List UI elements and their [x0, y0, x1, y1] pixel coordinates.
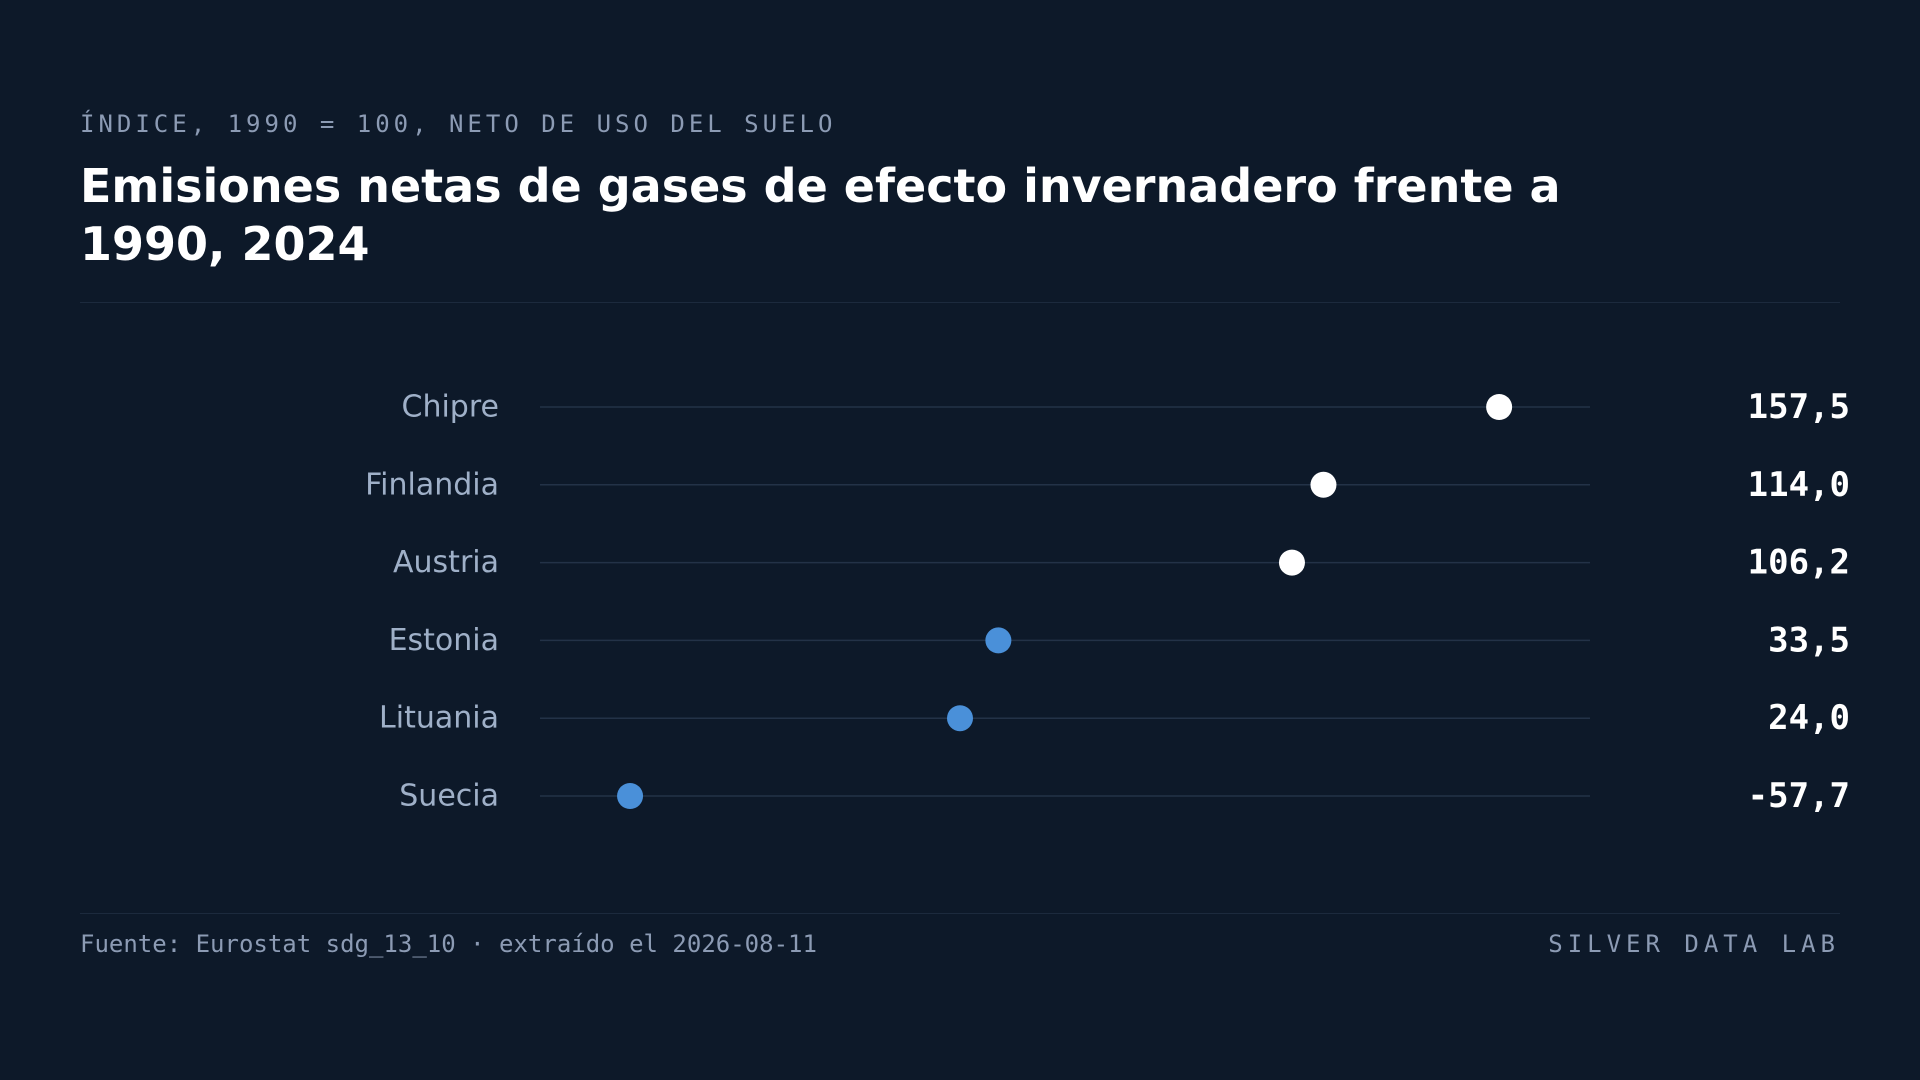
- data-point: [617, 783, 644, 809]
- footer-divider: [80, 913, 1840, 914]
- row-label: Lituania: [379, 701, 499, 736]
- row-value: 106,2: [1748, 543, 1850, 583]
- row-label: Estonia: [389, 623, 499, 658]
- chart-row: Suecia -57,7: [399, 776, 1850, 816]
- chart-title: Emisiones netas de gases de efecto inver…: [80, 159, 1561, 271]
- row-label: Finlandia: [365, 467, 499, 502]
- chart-row: Lituania 24,0: [379, 698, 1850, 738]
- brand-label: SILVER DATA LAB: [1548, 930, 1840, 958]
- row-value: 24,0: [1768, 698, 1850, 738]
- chart-row: Finlandia 114,0: [365, 465, 1850, 505]
- data-point: [947, 705, 973, 732]
- row-label: Austria: [393, 545, 499, 580]
- data-point: [1486, 394, 1513, 420]
- row-value: 114,0: [1748, 465, 1850, 505]
- row-value: -57,7: [1748, 776, 1850, 816]
- row-value: 33,5: [1768, 620, 1850, 660]
- source-note: Fuente: Eurostat sdg_13_10 · extraído el…: [80, 930, 817, 958]
- data-point: [1310, 471, 1337, 498]
- chart-row: Austria 106,2: [393, 543, 1850, 583]
- chart-kicker: ÍNDICE, 1990 = 100, NETO DE USO DEL SUEL…: [80, 110, 837, 138]
- row-value: 157,5: [1748, 387, 1850, 427]
- data-point: [985, 627, 1012, 654]
- row-label: Chipre: [402, 390, 499, 425]
- data-point: [1278, 549, 1305, 576]
- chart-row: Estonia 33,5: [389, 620, 1850, 660]
- chart-row: Chipre 157,5: [402, 387, 1850, 427]
- row-label: Suecia: [399, 779, 499, 814]
- header-divider: [80, 302, 1840, 303]
